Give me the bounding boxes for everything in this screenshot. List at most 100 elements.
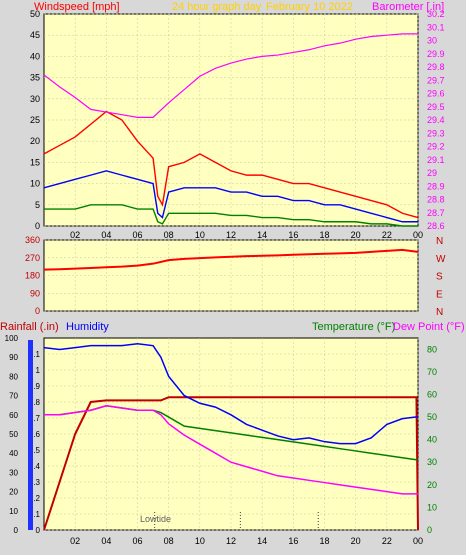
rainfall-line: [43, 396, 419, 531]
baro-y-tick-label: 30: [427, 36, 437, 46]
baro-y-tick-label: 29.1: [427, 155, 445, 165]
humidity-axis-title: Humidity: [66, 321, 109, 333]
wind-y-tick-label: 20: [30, 136, 40, 146]
climate-x-tick-label: 20: [351, 536, 361, 546]
baro-y-tick-label: 28.7: [427, 208, 445, 218]
humidity-y-tick-label: 20: [9, 488, 18, 497]
rain-y-tick-label: 1: [36, 366, 41, 375]
humidity-line: [43, 343, 419, 445]
rain-y-tick-label: 0.8: [29, 398, 41, 407]
climate-x-axis: 02 04 06 08 10 12 14 16 18 20 22 00: [70, 536, 423, 546]
rain-y-tick-label: 0.2: [29, 494, 41, 503]
barometer-axis-title: Barometer [.in]: [372, 1, 444, 13]
baro-y-tick-label: 29.6: [427, 89, 445, 99]
graph-date: February 10 2022: [266, 1, 353, 13]
wind-y-tick-label: 45: [30, 30, 40, 40]
humidity-y-tick-label: 100: [5, 334, 19, 343]
climate-x-tick-label: 04: [101, 536, 111, 546]
wind-y-tick-label: 25: [30, 115, 40, 125]
rain-y-tick-label: 0: [36, 526, 41, 535]
wind-x-axis: 02 04 06 08 10 12 14 16 18 20 22 00: [70, 230, 423, 240]
wind-y-tick-label: 15: [30, 157, 40, 167]
graph-title: 24 hour graph day: [172, 1, 262, 13]
wind-x-tick-label: 00: [413, 230, 423, 240]
humidity-level-bar: [28, 340, 33, 530]
wind-x-tick-label: 04: [101, 230, 111, 240]
climate-series-group: [43, 343, 419, 531]
rain-y-tick-label: 0.9: [29, 382, 41, 391]
compass-label: N: [436, 236, 443, 247]
humidity-y-tick-label: 30: [9, 468, 18, 477]
wind-x-tick-label: 18: [319, 230, 329, 240]
climate-x-tick-label: 12: [226, 536, 236, 546]
humidity-y-tick-label: 60: [9, 411, 18, 420]
windspeed-axis-title: Windspeed [mph]: [34, 1, 120, 13]
climate-x-tick-label: 18: [319, 536, 329, 546]
baro-y-tick-label: 29.4: [427, 115, 445, 125]
wind-y-tick-label: 5: [35, 200, 40, 210]
climate-x-tick-label: 10: [195, 536, 205, 546]
baro-y-tick-label: 29.3: [427, 128, 445, 138]
compass-label: N: [436, 307, 443, 318]
climate-right-axis: 80 70 60 50 40 30 20 10 0: [427, 344, 437, 535]
rain-y-tick-label: 0.5: [29, 446, 41, 455]
lowtide-annotation: Lowtide: [140, 514, 171, 524]
baro-right-axis: 30.2 30.1 30 29.9 29.8 29.7 29.6 29.5 29.4 29.3 29…: [427, 9, 445, 231]
humidity-y-tick-label: 40: [9, 449, 18, 458]
temp-y-tick-label: 80: [427, 344, 437, 354]
wind-y-tick-label: 10: [30, 179, 40, 189]
direction-y-tick-label: 360: [25, 235, 40, 245]
wind-max-line: [43, 110, 419, 219]
baro-y-tick-label: 28.9: [427, 181, 445, 191]
direction-y-tick-label: 0: [35, 306, 40, 316]
rain-y-tick-label: 0.7: [29, 414, 41, 423]
wind-grid: [44, 13, 419, 227]
climate-grid: [44, 338, 419, 531]
rainfall-axis-title: Rainfall (.in): [0, 321, 59, 333]
baro-y-tick-label: 29.8: [427, 62, 445, 72]
climate-x-tick-label: 16: [288, 536, 298, 546]
wind-x-tick-label: 14: [257, 230, 267, 240]
humidity-y-tick-label: 10: [9, 507, 18, 516]
baro-y-tick-label: 29.7: [427, 75, 445, 85]
temp-y-tick-label: 40: [427, 435, 437, 445]
wind-y-tick-label: 35: [30, 73, 40, 83]
climate-x-tick-label: 06: [132, 536, 142, 546]
wind-series-group: [43, 33, 419, 227]
climate-x-tick-label: 08: [164, 536, 174, 546]
rain-y-tick-label: 0.4: [29, 462, 41, 471]
wind-x-tick-label: 20: [351, 230, 361, 240]
wind-y-tick-label: 40: [30, 51, 40, 61]
baro-y-tick-label: 29.2: [427, 142, 445, 152]
temp-y-tick-label: 30: [427, 457, 437, 467]
rain-y-tick-label: 0.1: [29, 510, 41, 519]
temp-y-tick-label: 50: [427, 412, 437, 422]
baro-y-tick-label: 30.1: [427, 22, 445, 32]
climate-x-tick-label: 00: [413, 536, 423, 546]
climate-x-tick-label: 02: [70, 536, 80, 546]
wind-x-tick-label: 08: [164, 230, 174, 240]
direction-y-tick-label: 270: [25, 253, 40, 263]
compass-label: E: [436, 289, 443, 300]
wind-x-tick-label: 10: [195, 230, 205, 240]
baro-y-tick-label: 30.2: [427, 9, 445, 19]
humidity-y-tick-label: 50: [9, 430, 18, 439]
humidity-y-tick-label: 70: [9, 392, 18, 401]
baro-y-tick-label: 29.5: [427, 102, 445, 112]
temperature-axis-title: Temperature (°F): [312, 321, 395, 333]
wind-x-tick-label: 06: [132, 230, 142, 240]
dewpoint-line: [44, 404, 418, 495]
rain-y-tick-label: 1.1: [29, 350, 41, 359]
rain-y-tick-label: 0.6: [29, 430, 41, 439]
climate-left-axis: 10090807060504030201001.110.90.80.70.60.…: [5, 334, 41, 535]
temp-y-tick-label: 60: [427, 389, 437, 399]
humidity-y-tick-label: 90: [9, 353, 18, 362]
compass-label: S: [436, 272, 443, 283]
humidity-y-tick-label: 80: [9, 372, 18, 381]
wind-avg-line: [43, 170, 418, 223]
wind-x-tick-label: 16: [288, 230, 298, 240]
